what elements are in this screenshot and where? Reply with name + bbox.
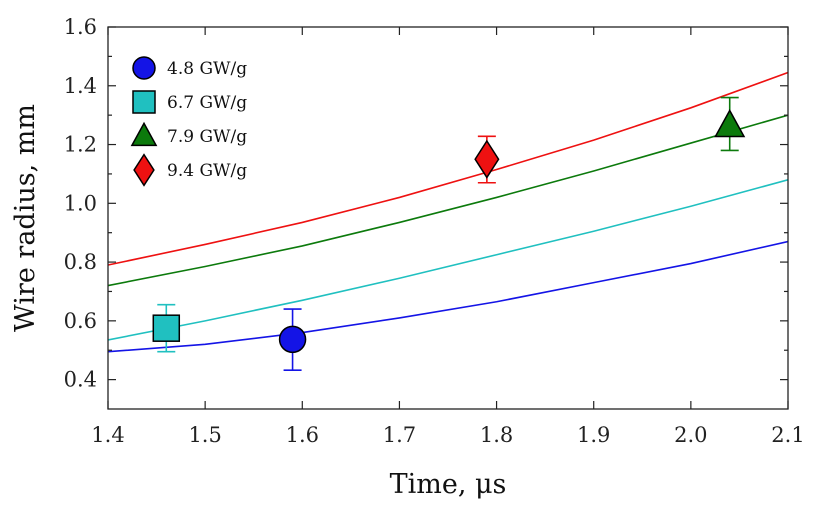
y-tick-label: 0.8 xyxy=(64,250,97,274)
legend-marker-series-4 xyxy=(133,153,155,187)
legend-marker-series-2 xyxy=(132,90,156,114)
y-tick-label: 1.0 xyxy=(64,191,97,215)
legend-marker-series-1 xyxy=(132,56,156,80)
plot-content xyxy=(108,71,788,372)
y-tick-label: 1.2 xyxy=(64,133,97,157)
data-point-series-1 xyxy=(278,325,307,354)
y-tick-label: 1.6 xyxy=(64,15,97,39)
data-point-series-2 xyxy=(152,314,181,342)
plot-frame xyxy=(107,26,789,410)
x-tick-label: 1.6 xyxy=(286,423,319,447)
fit-curve-series-4 xyxy=(108,71,788,266)
x-tick-label: 1.5 xyxy=(188,423,221,447)
data-point-series-3 xyxy=(714,108,746,138)
legend-label-series-1: 4.8 GW/g xyxy=(167,59,247,79)
x-tick-label: 2.1 xyxy=(771,423,804,447)
y-tick-label: 0.6 xyxy=(64,309,97,333)
x-tick-label: 1.7 xyxy=(383,423,416,447)
y-axis-label: Wire radius, mm xyxy=(10,104,41,332)
fit-curve-series-2 xyxy=(108,179,788,341)
x-tick-label: 1.8 xyxy=(480,423,513,447)
legend-label-series-4: 9.4 GW/g xyxy=(167,161,247,181)
legend-marker-series-3 xyxy=(130,121,158,147)
x-tick-label: 1.9 xyxy=(577,423,610,447)
legend: 4.8 GW/g 6.7 GW/g 7.9 GW/g 9.4 GW/g xyxy=(130,56,247,187)
x-tick-label: 1.4 xyxy=(91,423,124,447)
fit-curves xyxy=(108,71,788,353)
x-axis-label: Time, μs xyxy=(390,469,507,500)
axis-ticks xyxy=(107,26,789,409)
data-point-series-4 xyxy=(474,139,500,179)
legend-label-series-2: 6.7 GW/g xyxy=(167,93,247,113)
x-tick-label: 2.0 xyxy=(674,423,707,447)
y-tick-label: 0.4 xyxy=(64,368,97,392)
fit-curve-series-1 xyxy=(108,240,788,353)
fit-curve-series-3 xyxy=(108,114,788,287)
y-tick-label: 1.4 xyxy=(64,74,97,98)
legend-label-series-3: 7.9 GW/g xyxy=(167,127,247,147)
tick-labels: 1.4 1.5 1.6 1.7 1.8 1.9 2.0 2.1 0.4 0.6 0.8 1.0 1.2 1… xyxy=(64,15,805,447)
